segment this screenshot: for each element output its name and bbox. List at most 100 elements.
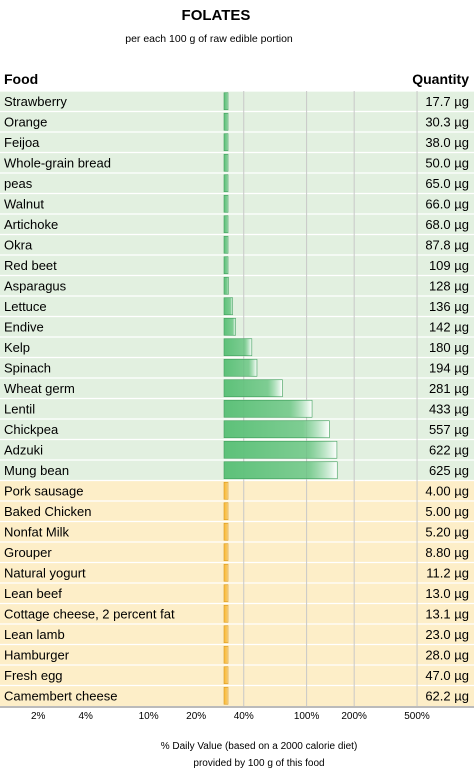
quantity-value: 194 <box>429 361 451 376</box>
bar <box>223 625 229 644</box>
quantity-unit: µg <box>454 484 469 499</box>
quantity-value: 87.8 <box>425 238 450 253</box>
bar <box>223 399 313 418</box>
bar <box>223 440 338 459</box>
animal-group-background <box>0 480 474 706</box>
food-label: Lettuce <box>4 299 47 314</box>
quantity-value: 180 <box>429 340 451 355</box>
quantity-value: 5.20 <box>425 525 450 540</box>
food-label: Strawberry <box>4 94 67 109</box>
quantity-value: 557 <box>429 422 451 437</box>
quantity-label: 281 µg <box>429 381 469 396</box>
bar <box>223 604 229 623</box>
quantity-unit: µg <box>454 156 469 171</box>
bar <box>223 256 229 275</box>
quantity-unit: µg <box>454 320 469 335</box>
bar <box>223 133 229 152</box>
food-label: Orange <box>4 115 47 130</box>
quantity-label: 142 µg <box>429 320 469 335</box>
quantity-value: 50.0 <box>425 156 450 171</box>
food-label: Artichoke <box>4 217 58 232</box>
x-tick-label: 500% <box>404 711 430 722</box>
bar <box>223 92 229 111</box>
quantity-unit: µg <box>454 176 469 191</box>
quantity-label: 62.2 µg <box>425 689 469 704</box>
food-label: peas <box>4 176 33 191</box>
quantity-label: 68.0 µg <box>425 217 469 232</box>
quantity-unit: µg <box>454 115 469 130</box>
quantity-value: 68.0 <box>425 217 450 232</box>
bar <box>223 666 229 685</box>
quantity-value: 66.0 <box>425 197 450 212</box>
quantity-unit: µg <box>454 648 469 663</box>
quantity-unit: µg <box>454 197 469 212</box>
quantity-value: 13.1 <box>425 607 450 622</box>
food-label: Whole-grain bread <box>4 156 111 171</box>
quantity-unit: µg <box>454 586 469 601</box>
bar <box>223 194 229 213</box>
quantity-unit: µg <box>454 94 469 109</box>
food-label: Feijoa <box>4 135 40 150</box>
quantity-label: 47.0 µg <box>425 668 469 683</box>
food-label: Okra <box>4 238 33 253</box>
quantity-label: 23.0 µg <box>425 627 469 642</box>
quantity-unit: µg <box>454 279 469 294</box>
bar <box>223 338 253 357</box>
quantity-unit: µg <box>454 135 469 150</box>
bar <box>223 563 229 582</box>
food-label: Cottage cheese, 2 percent fat <box>4 607 175 622</box>
bar <box>223 502 229 521</box>
footer-line-1: % Daily Value (based on a 2000 calorie d… <box>161 741 358 752</box>
food-label: Chickpea <box>4 422 59 437</box>
x-tick-label: 20% <box>186 711 206 722</box>
bar <box>223 461 338 480</box>
chart-subtitle: per each 100 g of raw edible portion <box>125 33 293 45</box>
x-tick-label: 200% <box>341 711 367 722</box>
quantity-value: 128 <box>429 279 451 294</box>
quantity-value: 23.0 <box>425 627 450 642</box>
bar <box>223 686 229 705</box>
food-label: Pork sausage <box>4 484 84 499</box>
quantity-value: 13.0 <box>425 586 450 601</box>
quantity-label: 109 µg <box>429 258 469 273</box>
quantity-label: 13.0 µg <box>425 586 469 601</box>
quantity-label: 11.2 µg <box>426 566 469 581</box>
bar <box>223 420 330 439</box>
quantity-label: 136 µg <box>429 299 469 314</box>
quantity-label: 625 µg <box>429 463 469 478</box>
food-label: Lean lamb <box>4 627 65 642</box>
food-label: Hamburger <box>4 648 70 663</box>
food-label: Asparagus <box>4 279 67 294</box>
quantity-value: 62.2 <box>425 689 450 704</box>
food-label: Lean beef <box>4 586 62 601</box>
quantity-unit: µg <box>454 299 469 314</box>
chart-title: FOLATES <box>182 7 251 24</box>
quantity-unit: µg <box>454 566 469 581</box>
quantity-column-header: Quantity <box>412 71 469 87</box>
bar <box>223 276 229 295</box>
quantity-value: 17.7 <box>425 94 450 109</box>
quantity-unit: µg <box>454 402 469 417</box>
quantity-value: 433 <box>429 402 451 417</box>
quantity-label: 17.7 µg <box>425 94 469 109</box>
quantity-label: 5.00 µg <box>425 504 469 519</box>
food-label: Mung bean <box>4 463 69 478</box>
quantity-label: 66.0 µg <box>425 197 469 212</box>
food-label: Natural yogurt <box>4 566 86 581</box>
quantity-value: 28.0 <box>425 648 450 663</box>
food-label: Red beet <box>4 258 57 273</box>
quantity-label: 87.8 µg <box>425 238 469 253</box>
quantity-unit: µg <box>454 258 469 273</box>
quantity-label: 622 µg <box>429 443 469 458</box>
quantity-unit: µg <box>454 668 469 683</box>
food-column-header: Food <box>4 71 38 87</box>
food-label: Kelp <box>4 340 30 355</box>
quantity-label: 65.0 µg <box>425 176 469 191</box>
quantity-unit: µg <box>454 627 469 642</box>
quantity-value: 4.00 <box>425 484 450 499</box>
quantity-unit: µg <box>454 504 469 519</box>
quantity-label: 30.3 µg <box>425 115 469 130</box>
quantity-value: 47.0 <box>425 668 450 683</box>
quantity-value: 622 <box>429 443 451 458</box>
